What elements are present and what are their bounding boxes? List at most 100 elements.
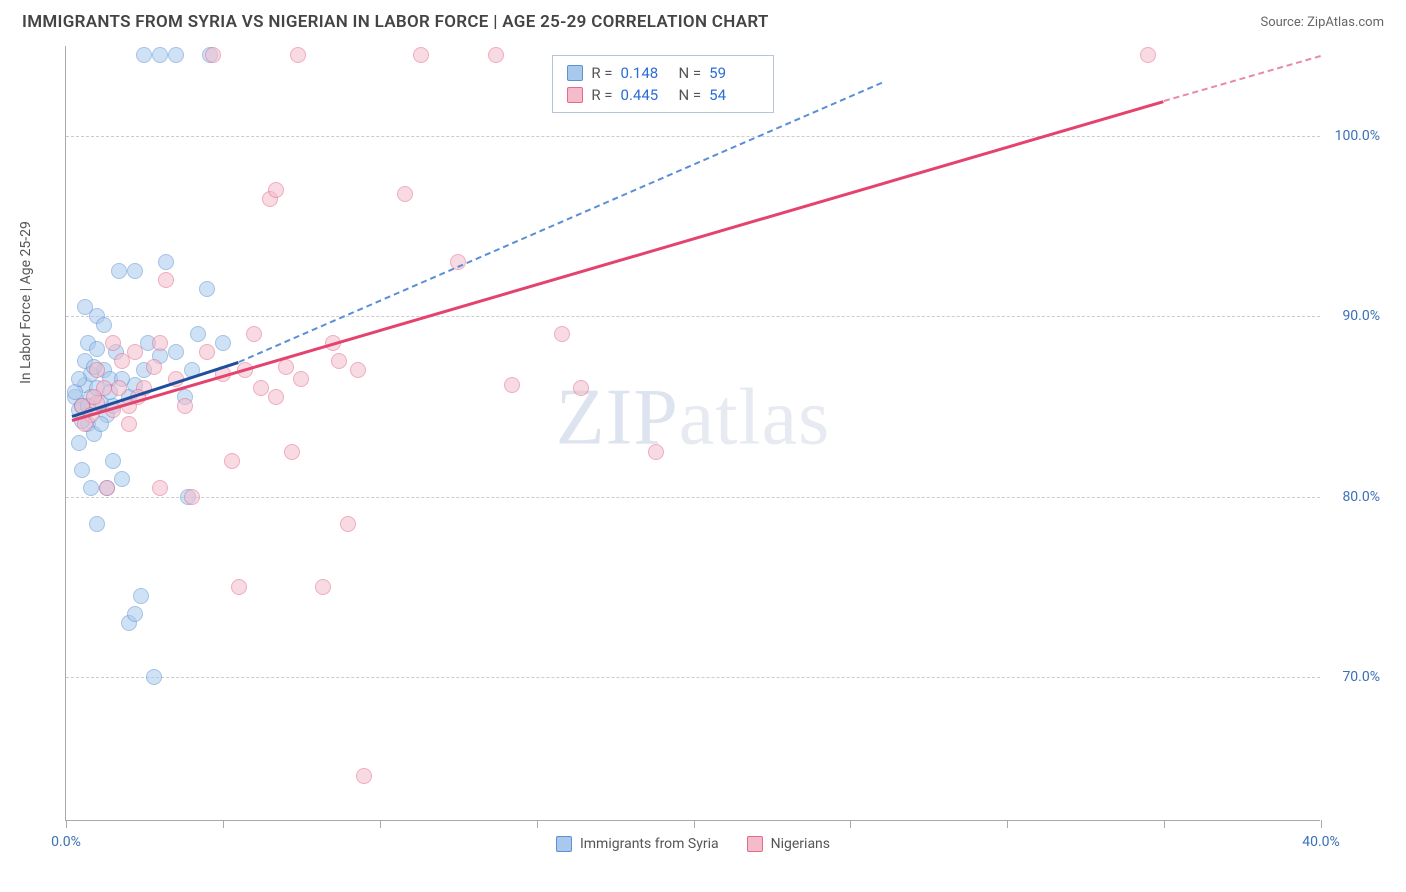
gridline [66, 136, 1320, 137]
data-point [133, 588, 149, 604]
data-point [158, 272, 174, 288]
stat-n-label: N = [679, 64, 702, 82]
data-point [121, 416, 137, 432]
data-point [231, 579, 247, 595]
stat-row: R = 0.148 N = 59 [567, 62, 759, 84]
bottom-legend: Immigrants from Syria Nigerians [556, 836, 830, 852]
data-point [136, 47, 152, 63]
data-point [199, 344, 215, 360]
legend-label: Immigrants from Syria [580, 836, 719, 852]
data-point [504, 377, 520, 393]
stat-r-label: R = [591, 86, 612, 104]
x-tick [380, 820, 381, 828]
data-point [152, 335, 168, 351]
correlation-stat-box: R = 0.148 N = 59 R =0.445N =54 [552, 55, 774, 113]
chart-source: Source: ZipAtlas.com [1260, 15, 1384, 30]
data-point [77, 299, 93, 315]
x-tick [694, 820, 695, 828]
data-point [168, 47, 184, 63]
trend-line [238, 82, 882, 363]
legend-swatch [556, 836, 572, 852]
plot-area: ZIPatlas 70.0%80.0%90.0%100.0%0.0%40.0%R… [65, 46, 1320, 821]
legend-swatch [747, 836, 763, 852]
data-point [573, 380, 589, 396]
data-point [215, 335, 231, 351]
data-point [74, 462, 90, 478]
y-axis-title: In Labor Force | Age 25-29 [18, 221, 34, 384]
data-point [397, 186, 413, 202]
data-point [284, 444, 300, 460]
data-point [111, 263, 127, 279]
gridline [66, 316, 1320, 317]
data-point [205, 47, 221, 63]
chart-header: IMMIGRANTS FROM SYRIA VS NIGERIAN IN LAB… [0, 0, 1406, 40]
x-tick [537, 820, 538, 828]
trend-line [72, 100, 1165, 422]
data-point [168, 344, 184, 360]
data-point [554, 326, 570, 342]
data-point [111, 380, 127, 396]
data-point [253, 380, 269, 396]
data-point [96, 317, 112, 333]
data-point [83, 480, 99, 496]
series-swatch [567, 65, 583, 81]
data-point [105, 335, 121, 351]
data-point [89, 516, 105, 532]
legend-item: Immigrants from Syria [556, 836, 719, 852]
data-point [86, 389, 102, 405]
data-point [127, 263, 143, 279]
legend-label: Nigerians [771, 836, 830, 852]
data-point [71, 435, 87, 451]
y-tick-label: 90.0% [1342, 308, 1380, 324]
data-point [350, 362, 366, 378]
x-tick [1164, 820, 1165, 828]
data-point [293, 371, 309, 387]
gridline [66, 497, 1320, 498]
data-point [146, 669, 162, 685]
data-point [356, 768, 372, 784]
stat-row: R =0.445N =54 [567, 84, 759, 106]
x-tick-label: 0.0% [51, 834, 81, 850]
data-point [648, 444, 664, 460]
data-point [158, 254, 174, 270]
x-tick-label: 40.0% [1302, 834, 1340, 850]
data-point [177, 398, 193, 414]
data-point [190, 326, 206, 342]
data-point [105, 453, 121, 469]
data-point [315, 579, 331, 595]
data-point [184, 489, 200, 505]
x-tick [850, 820, 851, 828]
stat-r-label: R = [591, 64, 612, 82]
gridline [66, 677, 1320, 678]
x-tick [1321, 820, 1322, 828]
data-point [246, 326, 262, 342]
data-point [268, 182, 284, 198]
data-point [127, 606, 143, 622]
data-point [224, 453, 240, 469]
watermark: ZIPatlas [556, 372, 831, 463]
x-tick [223, 820, 224, 828]
legend-item: Nigerians [747, 836, 830, 852]
data-point [127, 344, 143, 360]
chart-title: IMMIGRANTS FROM SYRIA VS NIGERIAN IN LAB… [22, 12, 769, 32]
trend-line [1164, 55, 1321, 102]
data-point [114, 471, 130, 487]
data-point [71, 371, 87, 387]
data-point [152, 480, 168, 496]
stat-n-label: N = [679, 86, 702, 104]
y-tick-label: 70.0% [1342, 669, 1380, 685]
data-point [268, 389, 284, 405]
x-tick [1007, 820, 1008, 828]
data-point [89, 341, 105, 357]
data-point [331, 353, 347, 369]
x-tick [66, 820, 67, 828]
data-point [413, 47, 429, 63]
chart-container: In Labor Force | Age 25-29 ZIPatlas 70.0… [40, 46, 1385, 836]
data-point [290, 47, 306, 63]
data-point [99, 480, 115, 496]
data-point [340, 516, 356, 532]
data-point [89, 362, 105, 378]
stat-r-value: 0.148 [621, 64, 671, 82]
data-point [146, 359, 162, 375]
stat-n-value: 59 [709, 64, 759, 82]
